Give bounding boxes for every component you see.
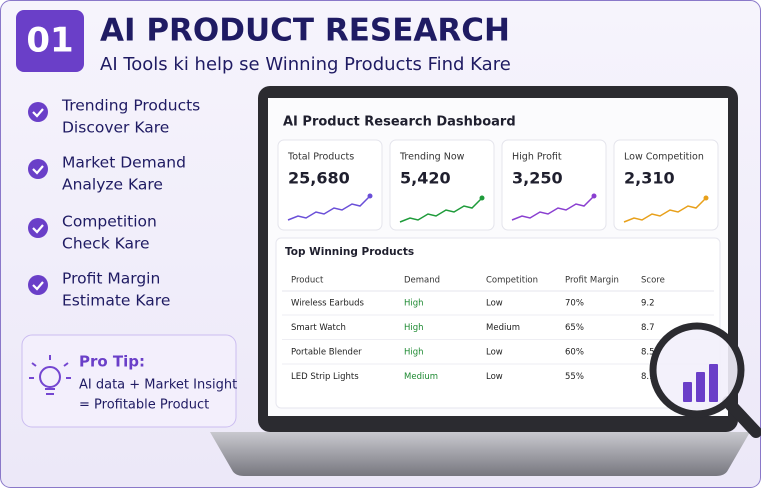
table-cell: Low [486,372,503,382]
column-header: Product [291,276,324,286]
table-cell: Low [486,348,503,358]
table-cell: Low [486,299,503,309]
magnifier [649,322,761,438]
check-icon [28,218,48,238]
tip-line: = Profitable Product [79,398,209,413]
badge-text: 01 [26,21,73,61]
tip-line: AI data + Market Insight [79,378,237,393]
stat-value: 25,680 [288,169,350,188]
sparkline-dot [703,195,709,201]
sparkline-dot [367,193,373,199]
stat-card [277,139,383,231]
table-panel [275,237,721,409]
feature-text: Discover Kare [62,119,169,137]
feature-list: Trending Products Discover Kare Market Dem… [28,97,200,310]
stat-value: 3,250 [512,169,563,188]
stat-value: 5,420 [400,169,451,188]
table-cell: High [404,348,424,358]
column-header: Competition [486,276,538,286]
stat-value: 2,310 [624,169,675,188]
table-cell: High [404,323,424,333]
table-cell: 55% [565,372,584,382]
bulb-icon [29,355,71,395]
stat-label: High Profit [512,152,562,163]
check-mark [32,224,44,234]
table-cell: LED Strip Lights [291,372,359,382]
laptop-base [210,432,750,476]
feature-text: Check Kare [62,235,150,253]
feature-text: Market Demand [62,154,186,172]
table-cell: 9.2 [641,299,655,309]
feature-text: Estimate Kare [62,292,170,310]
table-cell: Wireless Earbuds [291,299,365,309]
check-icon [28,275,48,295]
check-mark [32,108,44,118]
table-title: Top Winning Products [285,246,414,258]
check-mark [32,281,44,291]
sparkline-dot [591,193,597,199]
table-cell: 8.7 [641,323,655,333]
sparkline [511,195,595,221]
stat-label: Total Products [287,152,354,163]
table-cell: 8.1 [641,372,655,382]
table-cell: 60% [565,348,584,358]
dashboard-title: AI Product Research Dashboard [283,115,516,130]
table-cell: High [404,299,424,309]
sparkline [399,197,483,223]
table-cell: 70% [565,299,584,309]
subtitle: AI Tools ki help se Winning Products Fin… [100,54,511,75]
feature-text: Analyze Kare [62,176,163,194]
title: AI PRODUCT RESEARCH [100,13,510,49]
table: Product Demand Competition Profit Margin Sco… [282,276,714,382]
column-header: Demand [404,276,440,286]
check-icon [28,102,48,122]
stat-card [501,139,607,231]
check-mark [32,165,44,175]
feature-text: Trending Products [61,97,200,115]
stat-label: Trending Now [399,152,465,163]
column-header: Score [641,276,665,286]
table-cell: 8.5 [641,348,655,358]
table-cell: Smart Watch [291,323,346,333]
tip-title: Pro Tip: [79,353,145,371]
table-cell: 65% [565,323,584,333]
feature-text: Profit Margin [62,270,160,288]
column-header: Profit Margin [565,276,619,286]
check-icon [28,159,48,179]
tip-box [21,334,237,428]
sparkline [287,195,371,221]
sparkline-dot [479,195,485,201]
badge [16,10,84,72]
feature-text: Competition [62,213,157,231]
table-cell: Portable Blender [291,348,362,358]
stat-cards: Total Products 25,680 Trending Now 5,420 Hig… [277,139,719,231]
table-cell: Medium [486,323,520,333]
stat-label: Low Competition [624,152,704,163]
table-cell: Medium [404,372,438,382]
sparkline [623,197,707,223]
